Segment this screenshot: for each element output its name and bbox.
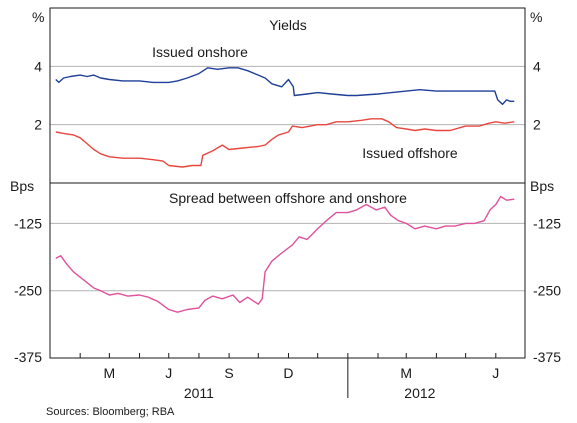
- bottom-axis-ticks: -375 -375 -250 -250 -125 -125: [14, 215, 561, 365]
- x-year-label: 2012: [404, 385, 435, 401]
- top-gridlines: [50, 65, 525, 126]
- bottom-left-unit: Bps: [10, 178, 34, 194]
- y-tick-label-left: -250: [14, 283, 42, 299]
- series-line-issued-onshore: [55, 67, 515, 105]
- y-tick-label-left: 4: [34, 58, 42, 74]
- x-year-label: 2011: [184, 385, 214, 401]
- y-tick-label-right: -250: [533, 283, 561, 299]
- y-tick-label-left: 2: [34, 117, 42, 133]
- series-line-issued-offshore: [55, 118, 515, 168]
- y-tick-label-right: -125: [533, 215, 561, 231]
- panel-frame: [49, 182, 526, 359]
- sources-footnote: Sources: Bloomberg; RBA: [46, 406, 175, 418]
- bottom-panel-title: Spread between offshore and onshore: [169, 190, 407, 206]
- x-month-label: J: [165, 365, 172, 381]
- top-series-lines: [55, 67, 515, 168]
- top-panel-title: Yields: [269, 17, 307, 33]
- x-month-label: J: [492, 365, 499, 381]
- x-axis-labels: M J S D M J 2011 2012: [104, 365, 500, 401]
- x-month-label: M: [400, 365, 412, 381]
- top-right-unit: %: [530, 9, 542, 25]
- onshore-series-label: Issued onshore: [152, 44, 248, 60]
- x-month-label: D: [283, 365, 293, 381]
- x-month-label: M: [104, 365, 116, 381]
- y-tick-label-right: -375: [533, 349, 561, 365]
- y-tick-label-right: 4: [533, 58, 541, 74]
- offshore-series-label: Issued offshore: [362, 145, 458, 161]
- series-line-spread: [55, 195, 515, 313]
- spread-panel: -375 -375 -250 -250 -125 -125 Spread between …: [10, 178, 561, 365]
- top-axis-ticks: 2 2 4 4: [34, 58, 541, 132]
- y-tick-label-left: -125: [14, 215, 42, 231]
- panel-frames: [49, 7, 526, 398]
- y-tick-label-right: 2: [533, 117, 541, 133]
- x-month-label: S: [224, 365, 233, 381]
- y-tick-label-left: -375: [14, 349, 42, 365]
- top-left-unit: %: [32, 9, 44, 25]
- bottom-series-line: [55, 195, 515, 313]
- bottom-gridlines: [50, 222, 525, 292]
- bottom-right-unit: Bps: [530, 178, 554, 194]
- yields-panel: 2 2 4 4 Yields % % Issued onshore Issued of…: [32, 9, 542, 168]
